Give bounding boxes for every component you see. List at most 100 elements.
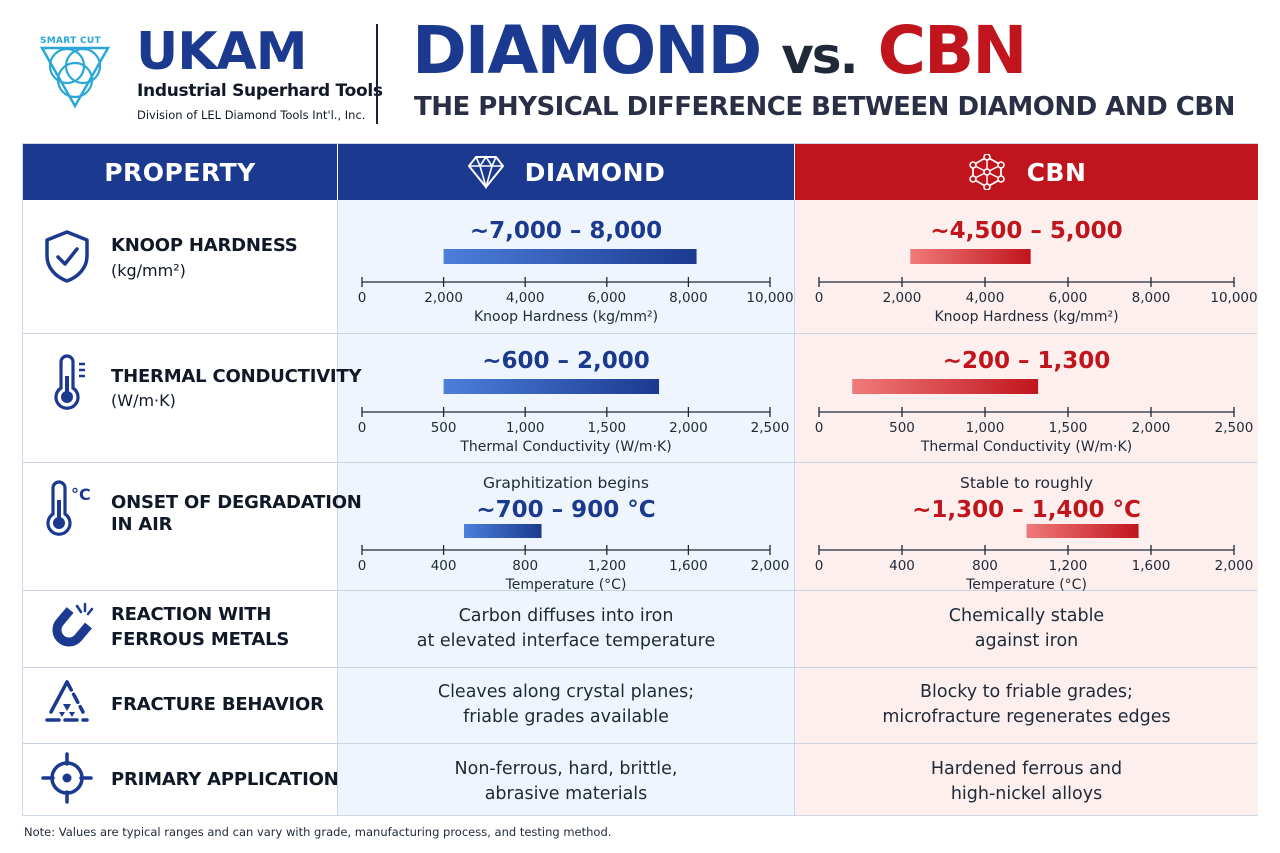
page-title: DIAMOND vs. CBN bbox=[412, 10, 1028, 97]
header-divider bbox=[376, 24, 378, 124]
range-label: ~1,300 – 1,400 °C bbox=[912, 497, 1141, 523]
row-divider bbox=[23, 462, 1257, 463]
page-subtitle: THE PHYSICAL DIFFERENCE BETWEEN DIAMOND … bbox=[414, 92, 1235, 122]
header-cbn: CBN bbox=[795, 144, 1258, 200]
brand-tagline: Industrial Superhard Tools bbox=[137, 81, 383, 101]
x-tick-label: 400 bbox=[431, 558, 457, 574]
chart-degradation-diamond: Graphitization begins ~700 – 900 °C 0 400 80… bbox=[358, 474, 790, 593]
x-tick-label: 1,200 bbox=[1049, 558, 1088, 574]
chart-hardness-diamond: ~7,000 – 8,000 0 2,000 4,000 6,000 8,000 10,00… bbox=[358, 218, 794, 325]
reaction-cbn-line2: against iron bbox=[974, 631, 1079, 651]
row-divider bbox=[23, 667, 1257, 668]
shield-check-icon bbox=[45, 230, 89, 283]
x-tick-label: 1,000 bbox=[966, 420, 1005, 436]
application-diamond-line1: Non-ferrous, hard, brittle, bbox=[454, 759, 678, 779]
title-vs: vs. bbox=[781, 27, 858, 85]
x-tick-label: 6,000 bbox=[1049, 290, 1088, 306]
x-tick-label: 10,000 bbox=[746, 290, 793, 306]
x-tick-label: 2,000 bbox=[669, 420, 708, 436]
x-tick-label: 1,600 bbox=[1132, 558, 1171, 574]
row-unit-hardness: (kg/mm²) bbox=[111, 261, 186, 280]
fracture-diamond-line2: friable grades available bbox=[463, 707, 669, 727]
x-tick-label: 1,500 bbox=[1049, 420, 1088, 436]
fracture-cbn-cell: Blocky to friable grades; microfracture … bbox=[795, 680, 1258, 730]
diamond-icon bbox=[467, 155, 504, 189]
header-diamond: DIAMOND bbox=[338, 144, 794, 200]
row-label-fracture: FRACTURE BEHAVIOR bbox=[111, 694, 324, 715]
x-axis-label: Knoop Hardness (kg/mm²) bbox=[474, 309, 658, 325]
row-divider bbox=[23, 743, 1257, 744]
magnet-icon bbox=[52, 602, 94, 647]
range-bar bbox=[852, 379, 1039, 394]
row-label-application: PRIMARY APPLICATION bbox=[111, 769, 339, 790]
x-tick-label: 400 bbox=[889, 558, 915, 574]
footnote: Note: Values are typical ranges and can … bbox=[24, 825, 612, 839]
range-label: ~600 – 2,000 bbox=[482, 348, 650, 374]
reaction-cbn-cell: Chemically stable against iron bbox=[795, 604, 1258, 654]
range-label: ~700 – 900 °C bbox=[476, 497, 655, 523]
range-bar bbox=[1026, 524, 1139, 538]
row-unit-thermal: (W/m·K) bbox=[111, 391, 176, 410]
x-tick-label: 0 bbox=[358, 558, 367, 574]
range-bar bbox=[464, 524, 542, 538]
chart-hardness-cbn: ~4,500 – 5,000 0 2,000 4,000 6,000 8,000 10,00… bbox=[815, 218, 1258, 325]
x-axis-label: Thermal Conductivity (W/m·K) bbox=[920, 439, 1132, 455]
x-tick-label: 2,000 bbox=[751, 558, 790, 574]
x-tick-label: 0 bbox=[815, 420, 824, 436]
logo-small-text: SMART CUT bbox=[40, 36, 101, 46]
reaction-diamond-line2: at elevated interface temperature bbox=[416, 631, 716, 651]
property-column bbox=[23, 200, 337, 815]
thermometer-icon bbox=[54, 354, 85, 410]
x-tick-label: 2,000 bbox=[883, 290, 922, 306]
diamond-column bbox=[338, 200, 794, 815]
x-tick-label: 0 bbox=[358, 290, 367, 306]
x-axis-label: Thermal Conductivity (W/m·K) bbox=[459, 439, 671, 455]
x-tick-label: 2,000 bbox=[1132, 420, 1171, 436]
x-tick-label: 0 bbox=[815, 558, 824, 574]
x-tick-label: 8,000 bbox=[1132, 290, 1171, 306]
column-divider bbox=[337, 200, 338, 815]
row-label-degradation-2: IN AIR bbox=[111, 514, 173, 535]
fracture-diamond-line1: Cleaves along crystal planes; bbox=[437, 682, 695, 702]
thermometer-celsius-icon: °C bbox=[46, 480, 91, 536]
x-tick-label: 4,000 bbox=[506, 290, 545, 306]
fracture-icon bbox=[45, 680, 89, 722]
header-diamond-label: DIAMOND bbox=[524, 157, 666, 187]
x-tick-label: 2,000 bbox=[424, 290, 463, 306]
header-property-label: PROPERTY bbox=[104, 157, 256, 187]
fracture-cbn-line2: microfracture regenerates edges bbox=[882, 707, 1171, 727]
row-divider bbox=[23, 590, 1257, 591]
row-label-reaction: REACTION WITH bbox=[111, 604, 272, 625]
fracture-cbn-line1: Blocky to friable grades; bbox=[920, 682, 1133, 702]
range-bar bbox=[910, 249, 1031, 264]
range-bar bbox=[443, 379, 660, 394]
x-axis-label: Temperature (°C) bbox=[505, 577, 627, 593]
x-axis-label: Knoop Hardness (kg/mm²) bbox=[934, 309, 1118, 325]
x-tick-label: 2,500 bbox=[1215, 420, 1254, 436]
column-divider bbox=[794, 200, 795, 815]
range-label: ~200 – 1,300 bbox=[943, 348, 1111, 374]
title-cbn: CBN bbox=[877, 12, 1028, 89]
header-property: PROPERTY bbox=[23, 144, 337, 200]
application-diamond-cell: Non-ferrous, hard, brittle, abrasive mat… bbox=[338, 757, 794, 807]
range-label: ~4,500 – 5,000 bbox=[930, 218, 1122, 244]
x-tick-label: 8,000 bbox=[669, 290, 708, 306]
x-tick-label: 10,000 bbox=[1210, 290, 1257, 306]
svg-text:°C: °C bbox=[71, 485, 91, 504]
x-tick-label: 0 bbox=[815, 290, 824, 306]
reaction-diamond-cell: Carbon diffuses into iron at elevated in… bbox=[338, 604, 794, 654]
chart-thermal-diamond: ~600 – 2,000 0 500 1,000 1,500 2,000 2,500 Ther… bbox=[358, 348, 790, 455]
reaction-cbn-line1: Chemically stable bbox=[948, 606, 1105, 626]
x-tick-label: 500 bbox=[431, 420, 457, 436]
chart-note: Graphitization begins bbox=[483, 474, 649, 492]
application-cbn-line2: high-nickel alloys bbox=[950, 784, 1103, 804]
title-diamond: DIAMOND bbox=[412, 12, 762, 89]
x-tick-label: 800 bbox=[972, 558, 998, 574]
x-tick-label: 1,000 bbox=[506, 420, 545, 436]
x-tick-label: 1,600 bbox=[669, 558, 708, 574]
comparison-table: PROPERTY DIAMOND CBN bbox=[22, 143, 1258, 816]
row-label-thermal: THERMAL CONDUCTIVITY bbox=[111, 366, 362, 387]
chart-note: Stable to roughly bbox=[960, 474, 1093, 492]
x-tick-label: 500 bbox=[889, 420, 915, 436]
x-tick-label: 1,500 bbox=[587, 420, 626, 436]
